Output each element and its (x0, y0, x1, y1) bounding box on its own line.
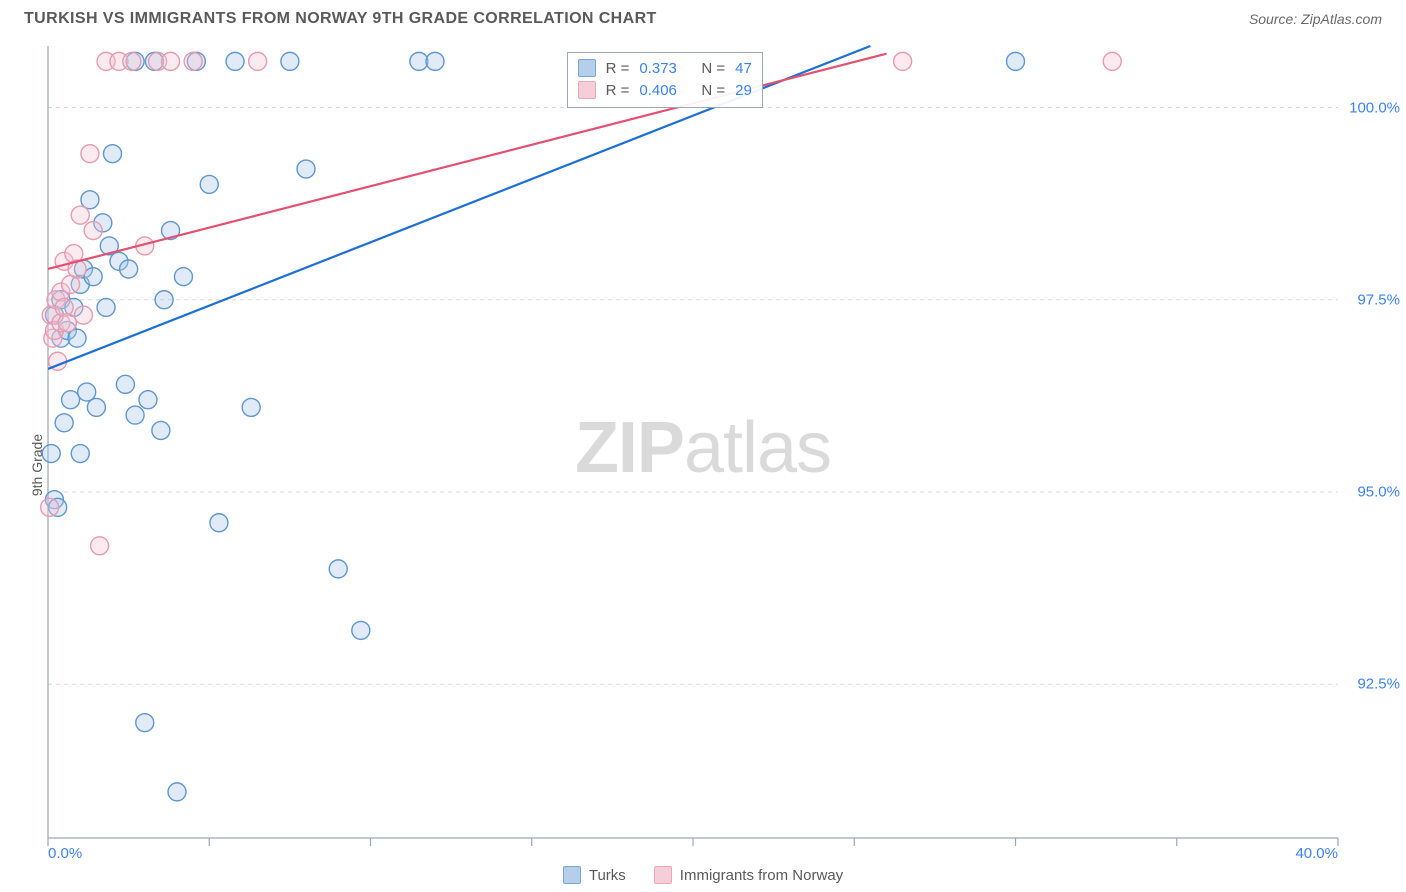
scatter-point-norway (184, 52, 202, 70)
legend-bottom: Turks Immigrants from Norway (0, 866, 1406, 884)
scatter-point-turks (42, 445, 60, 463)
scatter-point-turks (55, 414, 73, 432)
scatter-point-turks (120, 260, 138, 278)
scatter-point-norway (84, 222, 102, 240)
stats-r-value: 0.373 (639, 60, 691, 77)
scatter-point-norway (123, 52, 141, 70)
scatter-point-turks (410, 52, 428, 70)
scatter-point-norway (894, 52, 912, 70)
scatter-point-turks (297, 160, 315, 178)
y-tick-label: 97.5% (1357, 291, 1400, 308)
scatter-point-norway (249, 52, 267, 70)
stats-n-label: N = (701, 60, 725, 77)
scatter-point-turks (126, 406, 144, 424)
legend-item-norway: Immigrants from Norway (654, 866, 843, 884)
y-tick-label: 100.0% (1349, 99, 1400, 116)
stats-r-label: R = (606, 60, 630, 77)
scatter-point-turks (136, 714, 154, 732)
chart-title: TURKISH VS IMMIGRANTS FROM NORWAY 9TH GR… (24, 10, 657, 28)
scatter-point-norway (81, 145, 99, 163)
scatter-point-turks (168, 783, 186, 801)
scatter-point-norway (41, 498, 59, 516)
legend-swatch-norway (654, 866, 672, 884)
scatter-point-turks (62, 391, 80, 409)
scatter-point-turks (329, 560, 347, 578)
scatter-point-norway (71, 206, 89, 224)
scatter-point-turks (352, 621, 370, 639)
source-name: ZipAtlas.com (1301, 11, 1382, 27)
scatter-point-turks (104, 145, 122, 163)
legend-swatch-turks (578, 59, 596, 77)
scatter-point-turks (71, 445, 89, 463)
stats-row-norway: R = 0.406 N = 29 (578, 79, 752, 101)
source-prefix: Source: (1249, 11, 1301, 27)
scatter-point-turks (87, 398, 105, 416)
scatter-point-turks (226, 52, 244, 70)
scatter-point-turks (84, 268, 102, 286)
scatter-point-turks (200, 175, 218, 193)
scatter-point-turks (242, 398, 260, 416)
scatter-point-norway (1103, 52, 1121, 70)
legend-label: Immigrants from Norway (680, 867, 843, 884)
scatter-plot-svg (0, 38, 1406, 892)
chart-area: 9th Grade ZIPatlas R =0.373N =47R =0.406… (0, 38, 1406, 892)
correlation-stats-box: R = 0.373 N = 47 R = 0.406 N = 29 (567, 52, 763, 108)
scatter-point-norway (91, 537, 109, 555)
stats-n-value: 29 (735, 82, 752, 99)
legend-label: Turks (589, 867, 626, 884)
stats-r-value: 0.406 (639, 82, 691, 99)
x-tick-label: 0.0% (48, 845, 82, 862)
stats-n-label: N = (701, 82, 725, 99)
scatter-point-norway (162, 52, 180, 70)
y-tick-label: 92.5% (1357, 676, 1400, 693)
scatter-point-turks (139, 391, 157, 409)
scatter-point-turks (174, 268, 192, 286)
scatter-point-norway (58, 314, 76, 332)
scatter-point-turks (1007, 52, 1025, 70)
stats-r-label: R = (606, 82, 630, 99)
legend-item-turks: Turks (563, 866, 626, 884)
scatter-point-turks (155, 291, 173, 309)
scatter-point-turks (281, 52, 299, 70)
scatter-point-turks (210, 514, 228, 532)
legend-swatch-norway (578, 81, 596, 99)
scatter-point-turks (97, 298, 115, 316)
scatter-point-turks (426, 52, 444, 70)
stats-n-value: 47 (735, 60, 752, 77)
scatter-point-turks (152, 421, 170, 439)
scatter-point-norway (74, 306, 92, 324)
y-tick-label: 95.0% (1357, 483, 1400, 500)
scatter-point-turks (116, 375, 134, 393)
source-attribution: Source: ZipAtlas.com (1249, 11, 1382, 27)
x-tick-label: 40.0% (1295, 845, 1338, 862)
stats-row-turks: R = 0.373 N = 47 (578, 57, 752, 79)
legend-swatch-turks (563, 866, 581, 884)
chart-header: TURKISH VS IMMIGRANTS FROM NORWAY 9TH GR… (0, 0, 1406, 34)
